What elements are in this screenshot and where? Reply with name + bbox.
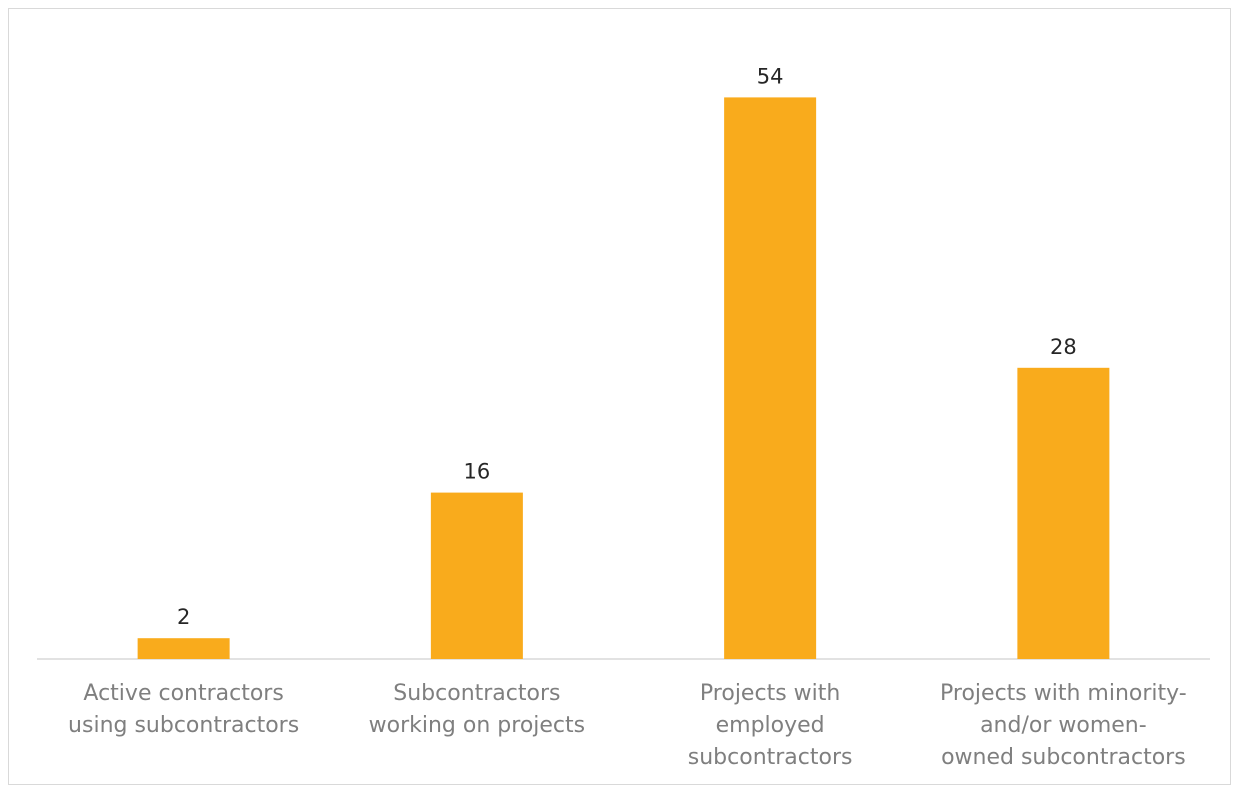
data-label-3: 54: [757, 64, 784, 88]
bar-2: [430, 492, 523, 659]
category-label-line: Projects with: [700, 681, 840, 706]
category-label-line: Subcontractors: [393, 681, 560, 706]
category-label-line: using subcontractors: [68, 713, 299, 738]
bar-3: [724, 97, 817, 659]
bar-4: [1017, 367, 1110, 659]
category-label-3: Projects with employed subcontractors: [688, 681, 853, 770]
category-label-line: subcontractors: [688, 745, 853, 770]
category-label-line: and/or women-: [980, 713, 1147, 738]
category-label-2: Subcontractors working on projects: [369, 681, 585, 738]
data-label-2: 16: [464, 460, 491, 484]
category-label-line: employed: [716, 713, 825, 738]
category-label-line: owned subcontractors: [941, 745, 1186, 770]
category-label-line: Projects with minority-: [940, 681, 1187, 706]
category-label-1: Active contractors using subcontractors: [68, 681, 299, 738]
category-label-line: working on projects: [369, 713, 585, 738]
category-label-line: Active contractors: [83, 681, 283, 706]
data-label-4: 28: [1050, 335, 1077, 359]
bar-1: [137, 638, 230, 659]
chart-frame: [8, 8, 1231, 785]
data-label-1: 2: [177, 605, 190, 629]
category-label-4: Projects with minority-and/or women-owne…: [940, 681, 1187, 770]
